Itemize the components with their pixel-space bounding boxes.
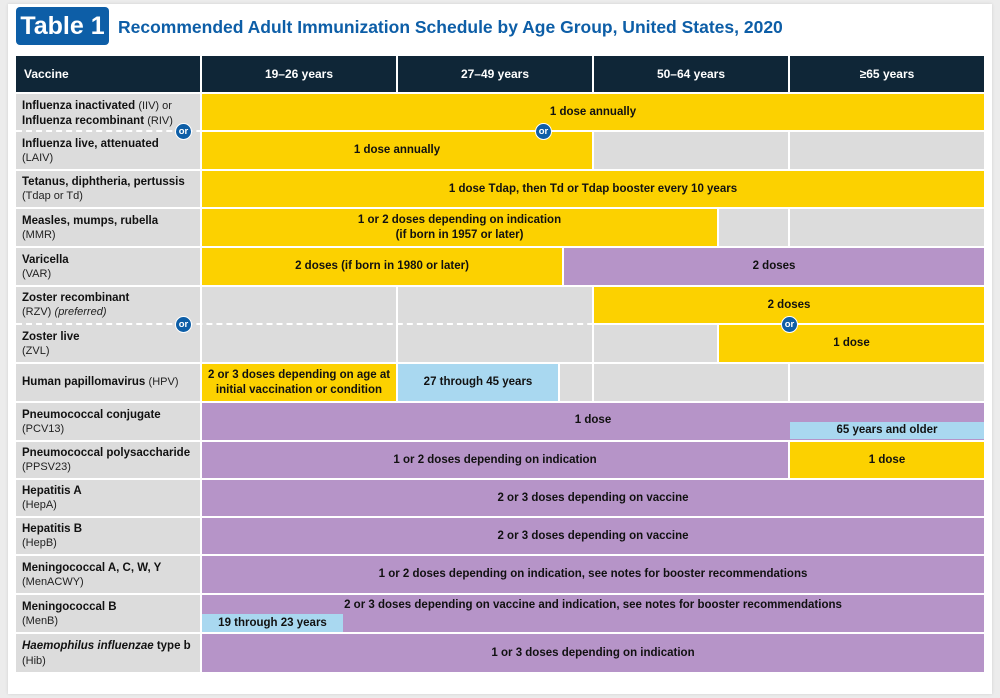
vaccine-abbr: (Hib): [22, 654, 46, 667]
cell-hpv-50-64: [594, 364, 788, 401]
vaccine-name: Varicella: [22, 253, 69, 266]
vaccine-abbr: (PPSV23): [22, 461, 71, 473]
vaccine-abbr: (HepA): [22, 499, 57, 511]
vaccine-name: Measles, mumps, rubella: [22, 214, 159, 227]
influenza-or-badge-center: or: [535, 123, 552, 140]
cell-influenza-live: 1 dose annually: [202, 132, 592, 169]
cell-mmr-65: [790, 209, 984, 246]
cell-ppsv23-65: 1 dose: [790, 442, 984, 478]
cell-mmr: 1 or 2 doses depending on indication (if…: [202, 209, 717, 246]
vaccine-tdap: Tetanus, diphtheria, pertussis (Tdap or …: [16, 171, 200, 207]
influenza-or-badge-left: or: [175, 123, 192, 140]
vaccine-name: Human papillomavirus: [22, 376, 146, 388]
influenza-or-divider: [16, 130, 984, 132]
cell-zoster-live: 1 dose: [719, 325, 984, 362]
cell-influenza-live-65: [790, 132, 984, 169]
cell-tdap: 1 dose Tdap, then Td or Tdap booster eve…: [202, 171, 984, 207]
vaccine-name: Influenza inactivated: [22, 99, 136, 112]
cell-menacwy: 1 or 2 doses depending on indication, se…: [202, 556, 984, 593]
vaccine-abbr: (HepB): [22, 537, 57, 549]
vaccine-menacwy: Meningococcal A, C, W, Y (MenACWY): [16, 556, 200, 593]
vaccine-name-suffix: type b: [153, 639, 191, 652]
vaccine-abbr: (ZVL): [22, 345, 50, 357]
vaccine-abbr: (PCV13): [22, 422, 65, 435]
header-age-65-plus: ≥65 years: [790, 56, 984, 92]
vaccine-abbr: (RZV): [22, 306, 52, 318]
vaccine-name: Hepatitis B: [22, 523, 83, 535]
cell-hpv-27-45: 27 through 45 years: [398, 364, 558, 401]
vaccine-name: Influenza recombinant: [22, 114, 145, 127]
vaccine-name: Pneumococcal polysaccharide: [22, 447, 191, 459]
header-age-27-49: 27–49 years: [398, 56, 592, 92]
cell-menb-19-23: 19 through 23 years: [202, 614, 343, 632]
vaccine-name: Pneumococcal conjugate: [22, 408, 161, 421]
vaccine-name: Meningococcal A, C, W, Y: [22, 561, 162, 574]
zoster-or-divider: [16, 323, 984, 325]
cell-mmr-line1: 1 or 2 doses depending on indication: [357, 213, 562, 226]
vaccine-hpv: Human papillomavirus (HPV): [16, 364, 200, 401]
header-age-50-64: 50–64 years: [594, 56, 788, 92]
cell-hpv-65: [790, 364, 984, 401]
vaccine-hepa: Hepatitis A (HepA): [16, 480, 200, 516]
cell-mmr-50-64: [719, 209, 788, 246]
cell-zoster-live-50-64: [594, 325, 717, 362]
vaccine-abbr: (MMR): [22, 228, 56, 241]
zoster-or-badge-right: or: [781, 316, 798, 333]
vaccine-abbr: (Tdap or Td): [22, 190, 83, 202]
vaccine-name: Zoster live: [22, 331, 80, 343]
vaccine-abbr: (HPV): [148, 376, 179, 388]
cell-pcv13-text: 1 dose: [574, 414, 612, 426]
header-age-19-26: 19–26 years: [202, 56, 396, 92]
cell-hpv-19-26: 2 or 3 doses depending on age at initial…: [202, 364, 396, 401]
vaccine-abbr: (IIV) or: [138, 99, 172, 112]
vaccine-note: (preferred): [54, 306, 107, 318]
cell-ppsv23: 1 or 2 doses depending on indication: [202, 442, 788, 478]
vaccine-varicella: Varicella (VAR): [16, 248, 200, 285]
vaccine-mmr: Measles, mumps, rubella (MMR): [16, 209, 200, 246]
vaccine-hib: Haemophilus influenzae type b (Hib): [16, 634, 200, 672]
cell-varicella-born-1980: 2 doses (if born in 1980 or later): [202, 248, 562, 285]
vaccine-pcv13: Pneumococcal conjugate (PCV13): [16, 403, 200, 440]
table-number-badge: Table 1: [16, 7, 109, 45]
cell-mmr-line2: (if born in 1957 or later): [395, 228, 524, 241]
zoster-or-badge-left: or: [175, 316, 192, 333]
vaccine-abbr: (LAIV): [22, 151, 54, 164]
vaccine-name: Zoster recombinant: [22, 292, 130, 304]
cell-hpv-line2: initial vaccination or condition: [215, 383, 383, 396]
cell-hpv-46-49: [560, 364, 592, 401]
cell-pcv13-65: 65 years and older: [790, 422, 984, 439]
vaccine-name: Haemophilus influenzae: [22, 639, 154, 652]
table-title: Recommended Adult Immunization Schedule …: [118, 17, 783, 37]
vaccine-hepb: Hepatitis B (HepB): [16, 518, 200, 554]
cell-influenza-inactivated: 1 dose annually: [202, 94, 984, 130]
vaccine-abbr: (MenACWY): [22, 575, 84, 588]
header-vaccine: Vaccine: [16, 56, 200, 92]
cell-hpv-line1: 2 or 3 doses depending on age at: [207, 368, 391, 381]
cell-influenza-live-50-64: [594, 132, 788, 169]
vaccine-name: Meningococcal B: [22, 600, 117, 613]
vaccine-menb: Meningococcal B (MenB): [16, 595, 200, 632]
vaccine-name: Influenza live, attenuated: [22, 137, 159, 150]
vaccine-abbr: (VAR): [22, 267, 52, 280]
cell-hib: 1 or 3 doses depending on indication: [202, 634, 984, 672]
vaccine-abbr: (MenB): [22, 614, 59, 627]
vaccine-name: Tetanus, diphtheria, pertussis: [22, 176, 185, 188]
cell-varicella-2-doses: 2 doses: [564, 248, 984, 285]
vaccine-ppsv23: Pneumococcal polysaccharide (PPSV23): [16, 442, 200, 478]
vaccine-name: Hepatitis A: [22, 485, 82, 497]
cell-menb-text: 2 or 3 doses depending on vaccine and in…: [344, 599, 842, 611]
cell-hepb: 2 or 3 doses depending on vaccine: [202, 518, 984, 554]
vaccine-abbr: (RIV): [147, 114, 173, 127]
cell-hepa: 2 or 3 doses depending on vaccine: [202, 480, 984, 516]
